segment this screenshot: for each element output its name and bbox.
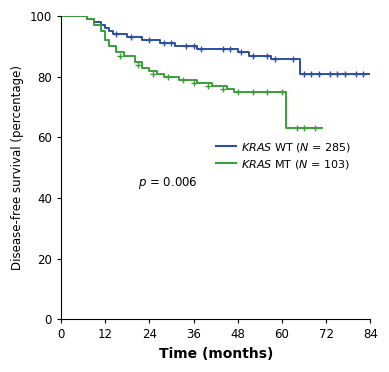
Text: $\it{p}$ = 0.006: $\it{p}$ = 0.006 (138, 175, 198, 191)
X-axis label: Time (months): Time (months) (158, 347, 273, 361)
Legend: $\it{KRAS}$ WT ($\it{N}$ = 285), $\it{KRAS}$ MT ($\it{N}$ = 103): $\it{KRAS}$ WT ($\it{N}$ = 285), $\it{KR… (212, 137, 356, 175)
Y-axis label: Disease-free survival (percentage): Disease-free survival (percentage) (11, 65, 24, 270)
